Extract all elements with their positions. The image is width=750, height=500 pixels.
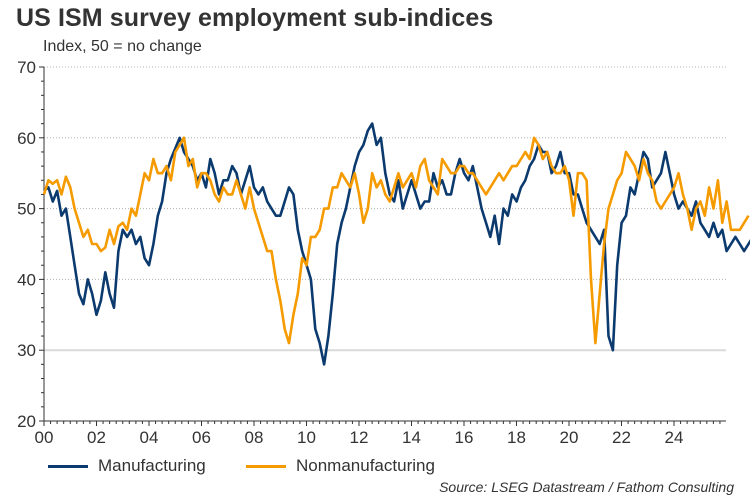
y-tick-label: 20 — [17, 412, 36, 431]
x-tick-label: 12 — [350, 428, 369, 447]
y-tick-label: 50 — [17, 200, 36, 219]
x-tick-label: 14 — [402, 428, 421, 447]
legend-item-nonmanufacturing: Nonmanufacturing — [246, 456, 435, 476]
x-tick-label: 00 — [35, 428, 54, 447]
x-tick-label: 04 — [140, 428, 159, 447]
x-tick-label: 22 — [612, 428, 631, 447]
x-tick-label: 16 — [455, 428, 474, 447]
x-tick-label: 08 — [245, 428, 264, 447]
x-tick-label: 06 — [192, 428, 211, 447]
x-tick-label: 10 — [297, 428, 316, 447]
x-tick-label: 24 — [665, 428, 684, 447]
legend-label-nonmanufacturing: Nonmanufacturing — [296, 456, 435, 475]
legend-item-manufacturing: Manufacturing — [48, 456, 206, 476]
chart-subtitle: Index, 50 = no change — [43, 38, 202, 55]
y-tick-label: 40 — [17, 270, 36, 289]
y-tick-label: 60 — [17, 129, 36, 148]
series-line-nonmanufacturing — [42, 136, 750, 345]
y-tick-label: 30 — [17, 341, 36, 360]
x-tick-label: 02 — [87, 428, 106, 447]
legend-label-manufacturing: Manufacturing — [98, 456, 206, 475]
legend: Manufacturing Nonmanufacturing — [0, 456, 750, 478]
x-tick-label: 20 — [560, 428, 579, 447]
chart-title: US ISM survey employment sub-indices — [16, 4, 494, 32]
x-tick-label: 18 — [507, 428, 526, 447]
source-note: Source: LSEG Datastream / Fathom Consult… — [439, 479, 734, 495]
legend-swatch-manufacturing — [48, 464, 88, 468]
y-tick-label: 70 — [17, 58, 36, 77]
legend-swatch-nonmanufacturing — [246, 464, 286, 468]
